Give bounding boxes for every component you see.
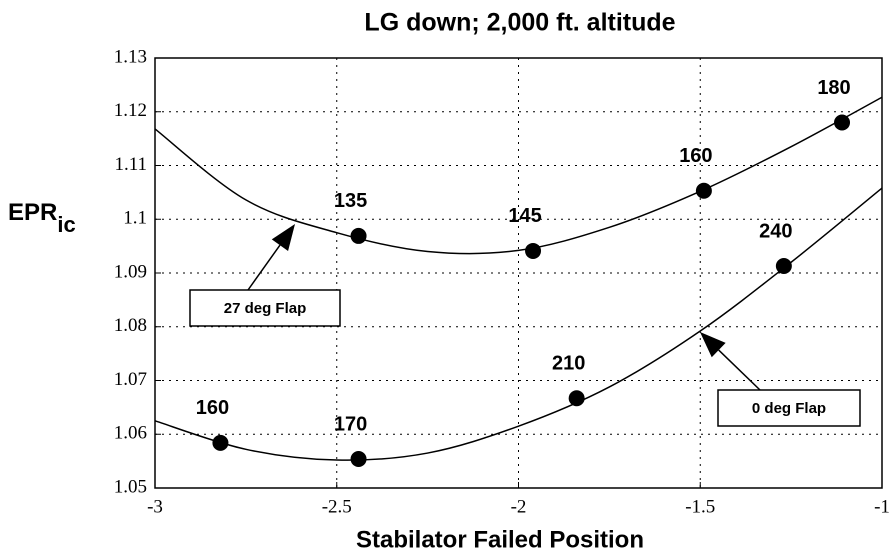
arrow-head: [700, 332, 726, 358]
y-tick-label: 1.13: [114, 46, 147, 67]
x-tick-label: -1.5: [685, 496, 715, 517]
x-tick-label: -1: [874, 496, 890, 517]
data-point: [568, 390, 585, 407]
arrow-shaft: [247, 244, 281, 291]
y-tick-label: 1.11: [114, 154, 147, 175]
x-tick-label: -3: [147, 496, 163, 517]
x-axis-label: Stabilator Failed Position: [356, 526, 644, 553]
plot-frame: [154, 57, 883, 489]
data-point: [775, 258, 792, 275]
data-point: [212, 434, 229, 451]
y-tick-label: 1.09: [114, 261, 147, 282]
legend-label: 27 deg Flap: [224, 300, 307, 317]
point-label: 135: [334, 190, 367, 212]
point-label: 170: [334, 413, 367, 435]
y-tick-label: 1.07: [114, 369, 147, 390]
x-tick-label: -2: [511, 496, 527, 517]
data-point: [350, 227, 367, 244]
arrow-shaft: [718, 349, 761, 391]
y-axis-label: EPRic: [8, 199, 76, 236]
point-label: 210: [552, 353, 585, 375]
arrow-head: [271, 224, 295, 251]
point-label: 240: [759, 220, 792, 242]
legend-box: [717, 389, 861, 427]
y-axis-label-main: EPR: [8, 199, 57, 226]
point-label: 180: [817, 77, 850, 99]
data-point: [695, 182, 712, 199]
curve: [154, 187, 883, 461]
chart-title: LG down; 2,000 ft. altitude: [364, 9, 675, 37]
x-tick-label: -2.5: [322, 496, 352, 517]
y-axis-label-sub: ic: [57, 212, 75, 237]
data-point: [834, 114, 851, 131]
data-point: [525, 242, 542, 259]
data-point: [350, 450, 367, 467]
y-tick-label: 1.06: [114, 423, 147, 444]
y-tick-label: 1.05: [114, 476, 147, 497]
curve: [154, 96, 883, 255]
point-label: 160: [679, 145, 712, 167]
legend-box: [189, 289, 341, 327]
y-tick-label: 1.08: [114, 315, 147, 336]
y-tick-label: 1.12: [114, 100, 147, 121]
point-label: 145: [508, 205, 541, 227]
y-tick-label: 1.1: [123, 208, 147, 229]
legend-label: 0 deg Flap: [752, 400, 826, 417]
point-label: 160: [196, 397, 229, 419]
